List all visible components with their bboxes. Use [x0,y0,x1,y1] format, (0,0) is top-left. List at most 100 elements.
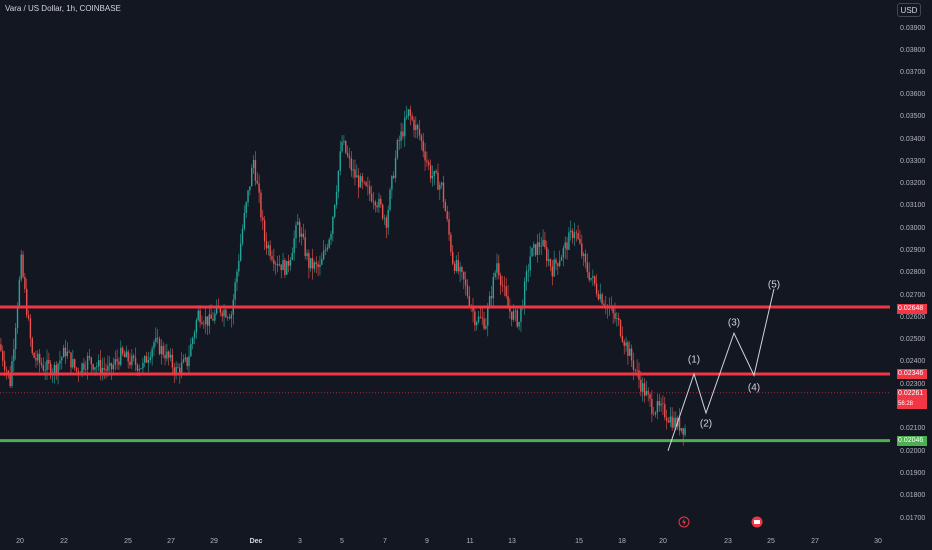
candle-body [131,355,133,366]
candle-body [616,318,618,319]
candle-body [621,336,624,342]
candle-body [588,272,590,280]
price-chart[interactable] [0,0,890,532]
candle-body [68,351,70,353]
candle-body [44,370,46,371]
candle-body [48,359,50,364]
candle-body [75,367,78,372]
candle-body [566,242,568,250]
candle-body [453,263,456,271]
time-axis[interactable] [0,532,890,550]
symbol-title[interactable]: Vara / US Dollar, 1h, COINBASE [5,4,121,13]
candle-body [376,205,378,208]
candle-body [623,341,625,346]
candle-body [678,417,681,431]
price-tick: 0.01800 [900,492,926,499]
candle-body [0,344,2,351]
currency-button[interactable]: USD [897,3,921,17]
candle-body [393,175,395,178]
candle-body [90,357,92,365]
candle-body [394,157,397,178]
candle-body [560,257,563,261]
current-price-value: 0.02261 [898,390,924,397]
candle-body [83,363,85,370]
candle-body [175,367,177,374]
candle-body [442,182,445,203]
candle-body [369,186,371,194]
candle-body [367,185,369,187]
time-label: 30 [874,538,882,545]
candle-body [254,160,257,181]
candle-body [192,338,194,344]
candle-body [263,220,266,242]
candle-body [629,348,631,356]
candle-body [407,109,410,117]
candle-body [562,248,565,258]
candle-body [682,428,684,435]
candle-body [206,316,209,326]
chart-area[interactable]: Vara / US Dollar, 1h, COINBASE (1) (2) (… [0,0,890,532]
candle-body [14,327,17,350]
candle-body [50,363,52,376]
wave-label-3: (3) [727,317,741,329]
candle-body [450,234,452,252]
support-price-badge: 0.02046 [897,436,927,446]
candle-body [487,308,489,326]
candle-body [33,352,35,358]
candle-body [658,401,660,406]
candle-body [302,233,305,238]
candle-body [520,307,522,322]
candle-body [121,347,124,354]
candle-body [570,230,572,233]
candle-body [627,342,629,356]
price-tick: 0.02800 [900,269,926,276]
candle-body [16,306,19,328]
candle-body [125,351,128,358]
price-tick: 0.03600 [900,91,926,98]
price-tick: 0.03800 [900,47,926,54]
candle-body [221,312,223,317]
candle-body [420,135,423,141]
candle-body [85,369,87,370]
candle-body [73,359,76,368]
candle-body [345,141,347,153]
candle-body [365,182,367,186]
candle-body [173,367,175,374]
candle-body [105,369,107,371]
candle-body [249,186,251,191]
candle-body [415,124,417,131]
candle-body [383,217,386,219]
candle-body [334,204,336,217]
news-event-icon[interactable] [751,516,763,528]
candle-body [214,313,216,321]
candle-body [247,190,249,203]
candle-body [619,320,622,337]
candle-body [485,325,487,329]
candle-body [370,193,373,202]
candle-body [527,270,530,272]
candle-body [632,360,635,370]
time-label: 25 [124,538,132,545]
candle-body [186,357,188,366]
candle-body [645,391,648,396]
candle-body [359,176,362,188]
time-label: 9 [425,538,429,545]
candle-body [315,262,317,265]
time-label: 27 [167,538,175,545]
time-label: 20 [16,538,24,545]
candle-body [123,353,126,358]
candle-body [66,351,69,357]
candle-body [321,259,323,265]
candle-body [291,252,293,260]
candle-body [433,171,435,176]
candle-body [61,357,63,361]
candle-body [180,362,183,374]
candle-body [212,318,214,321]
candle-body [332,216,334,234]
lightning-event-icon[interactable] [678,516,690,528]
candle-body [188,356,190,366]
elliott-wave-projection[interactable] [667,288,775,451]
candle-body [523,281,526,307]
candle-body [195,320,198,333]
candle-body [42,365,45,371]
